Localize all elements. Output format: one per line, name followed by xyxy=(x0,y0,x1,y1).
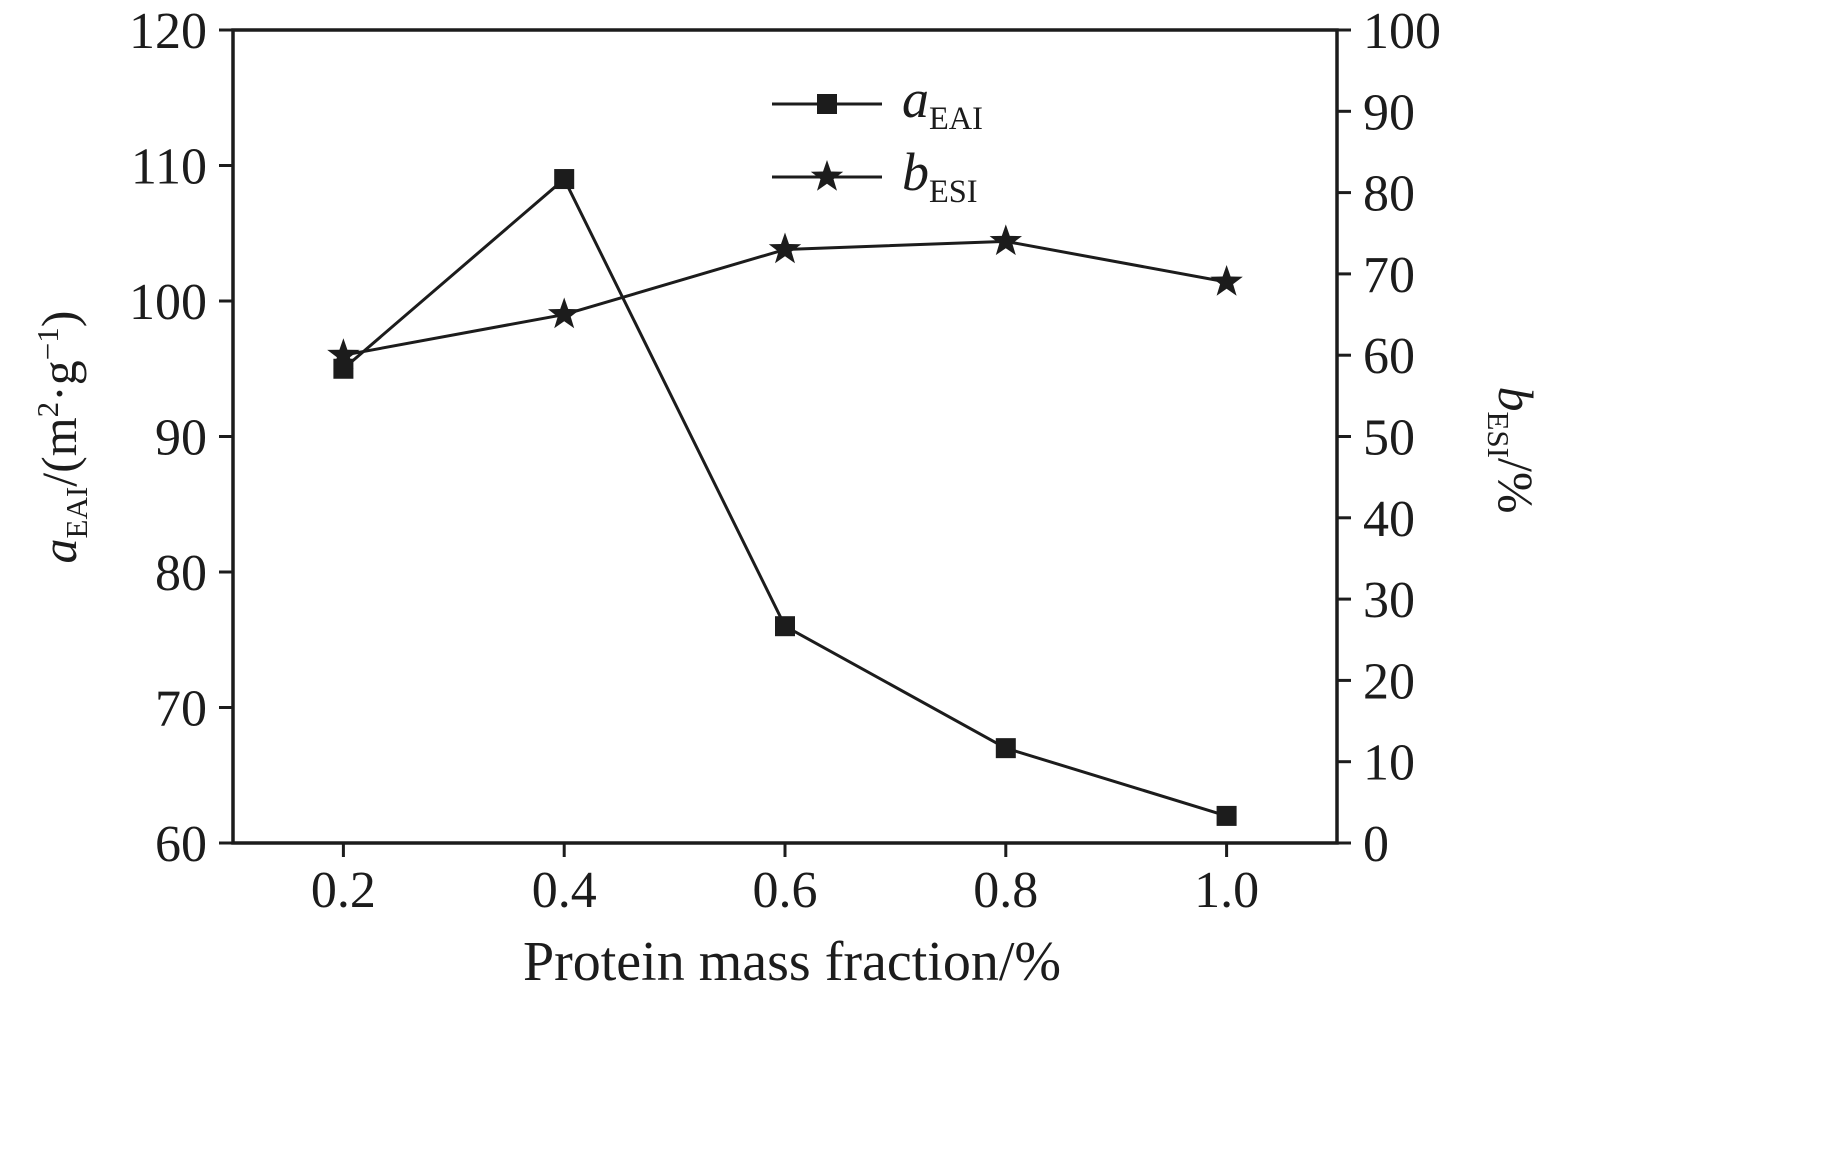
svg-text:40: 40 xyxy=(1363,491,1415,548)
legend-item-besi: bESI xyxy=(772,145,983,208)
svg-text:90: 90 xyxy=(155,410,207,467)
svg-text:90: 90 xyxy=(1363,84,1415,141)
svg-text:60: 60 xyxy=(155,816,207,873)
left-axis-sub: EAI xyxy=(58,486,94,539)
svg-text:70: 70 xyxy=(1363,247,1415,304)
svg-text:20: 20 xyxy=(1363,653,1415,710)
legend-label-besi: bESI xyxy=(902,142,978,210)
svg-text:80: 80 xyxy=(155,545,207,602)
svg-text:0.6: 0.6 xyxy=(753,862,818,919)
right-axis-sub: ESI xyxy=(1481,411,1516,458)
svg-text:0.4: 0.4 xyxy=(532,862,597,919)
svg-text:0: 0 xyxy=(1363,816,1389,873)
star-marker-icon xyxy=(772,159,882,191)
legend-item-aeai: aEAI xyxy=(772,72,983,135)
legend-label-aeai: aEAI xyxy=(902,69,983,137)
x-axis-title: Protein mass fraction/% xyxy=(522,931,1062,993)
svg-text:0.2: 0.2 xyxy=(311,862,376,919)
left-axis-title: aEAI/(m2·g−1) xyxy=(30,310,94,564)
legend: aEAI bESI xyxy=(772,72,983,208)
svg-text:70: 70 xyxy=(155,681,207,738)
svg-text:110: 110 xyxy=(131,139,207,196)
svg-text:10: 10 xyxy=(1363,735,1415,792)
right-axis-var: b xyxy=(1488,386,1544,412)
right-axis-title: bESI/% xyxy=(1481,386,1544,514)
svg-text:30: 30 xyxy=(1363,572,1415,629)
svg-text:100: 100 xyxy=(1363,3,1441,60)
square-marker-icon xyxy=(772,93,882,114)
svg-text:50: 50 xyxy=(1363,410,1415,467)
svg-text:60: 60 xyxy=(1363,328,1415,385)
svg-text:1.0: 1.0 xyxy=(1194,862,1259,919)
svg-text:100: 100 xyxy=(129,274,207,331)
left-axis-var: a xyxy=(30,538,87,564)
svg-text:120: 120 xyxy=(129,3,207,60)
svg-text:80: 80 xyxy=(1363,166,1415,223)
svg-text:0.8: 0.8 xyxy=(973,862,1038,919)
